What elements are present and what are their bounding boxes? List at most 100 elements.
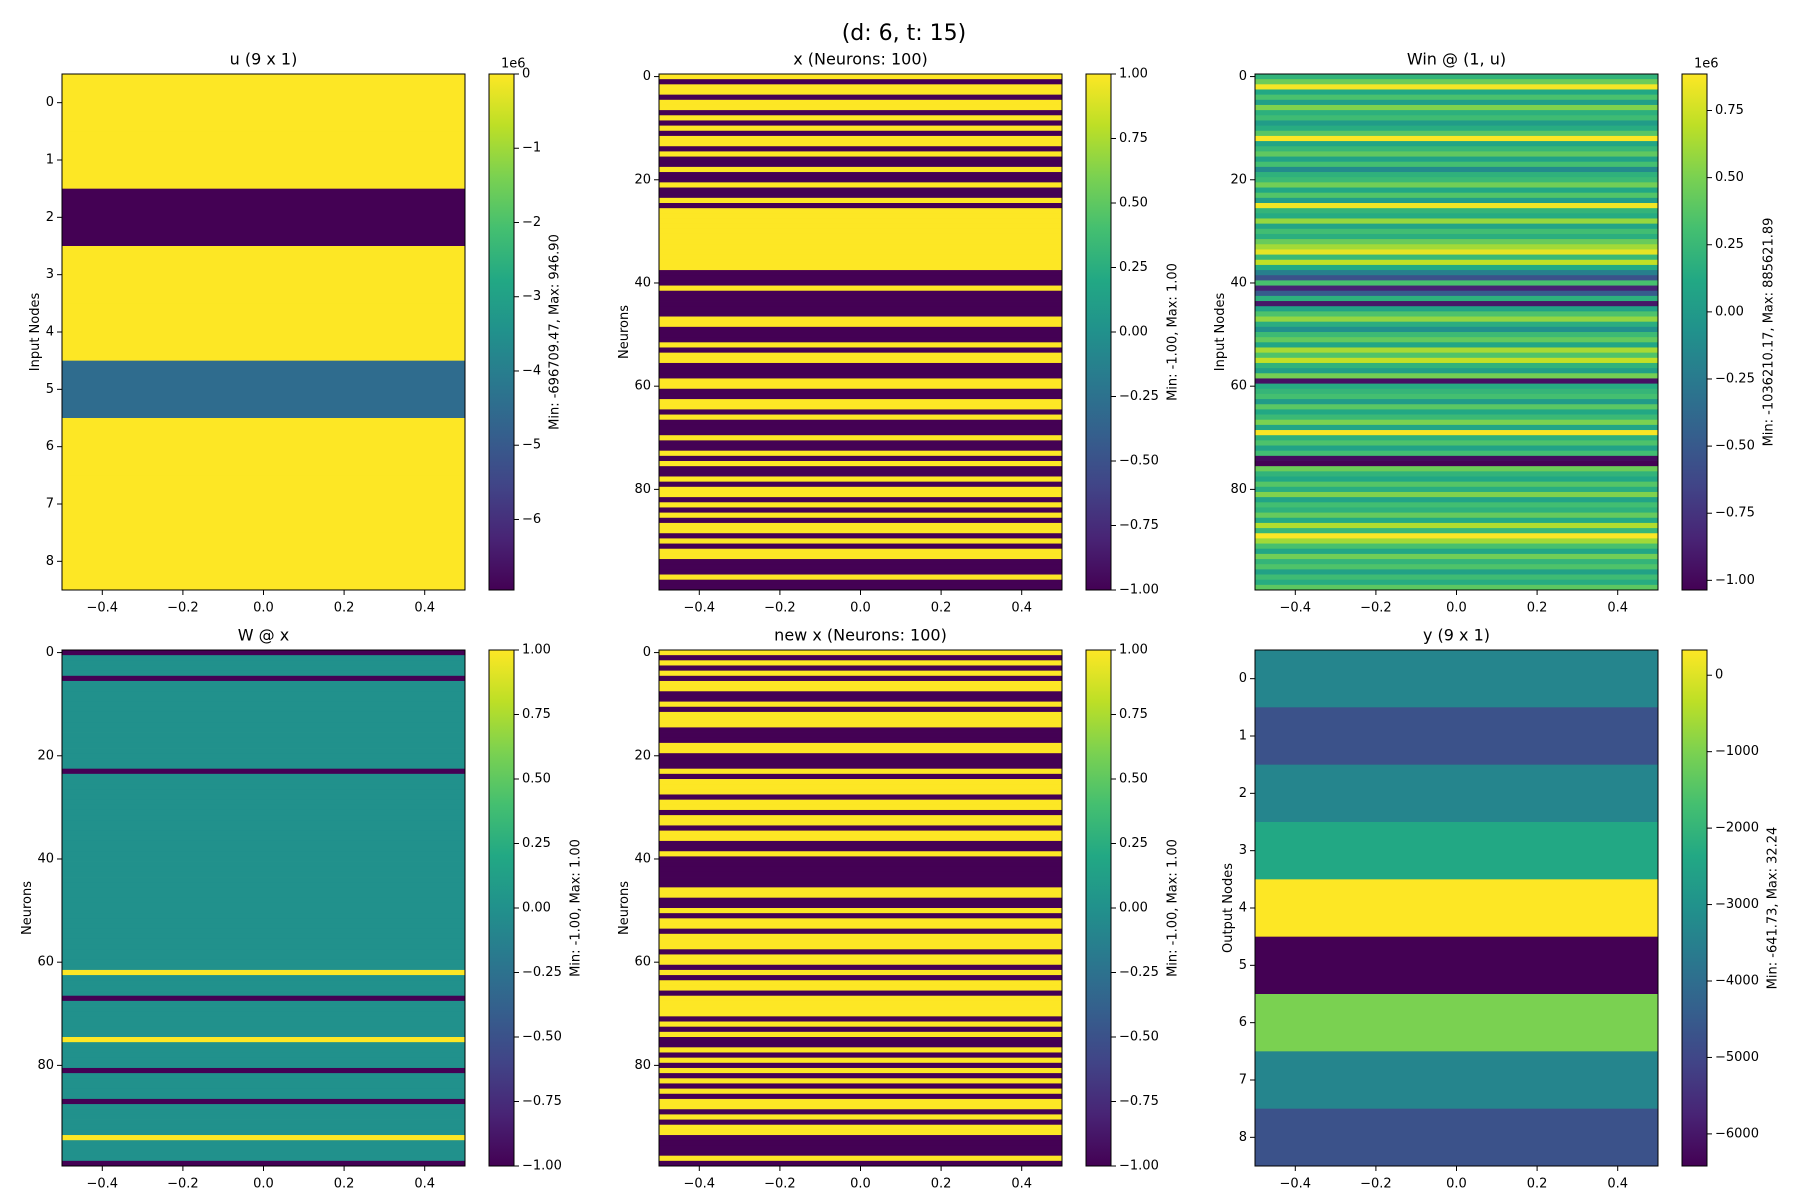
y-tick-label: 20 xyxy=(1230,172,1247,187)
heatmap-cell xyxy=(62,799,465,806)
heatmap-cell xyxy=(62,742,465,749)
heatmap-cell xyxy=(659,538,1062,544)
colorbar-tick-label: −0.25 xyxy=(1119,965,1159,980)
colorbar-label: Min: -1036210.17, Max: 885621.89 xyxy=(1761,218,1776,447)
heatmap-cell xyxy=(1255,347,1658,354)
heatmap-cell xyxy=(659,151,1062,157)
y-tick-label: 6 xyxy=(46,439,54,454)
heatmap-cell xyxy=(62,1083,465,1089)
heatmap-cell xyxy=(1255,1108,1658,1167)
heatmap-cell xyxy=(659,424,1062,431)
y-tick-label: 4 xyxy=(1239,901,1247,916)
heatmap-cell xyxy=(659,187,1062,194)
heatmap-cell xyxy=(62,938,465,945)
heatmap-cell xyxy=(1255,707,1658,766)
y-tick-label: 3 xyxy=(46,267,54,282)
heatmap-cell xyxy=(62,1026,465,1033)
heatmap-cell xyxy=(1255,822,1658,880)
heatmap-cell xyxy=(62,717,465,723)
colorbar-offset: 1e6 xyxy=(1694,57,1719,72)
heatmap-cell xyxy=(659,949,1062,955)
x-tick-label: −0.2 xyxy=(764,601,796,616)
heatmap-cell xyxy=(1255,135,1658,142)
x-tick-label: −0.2 xyxy=(1360,1177,1392,1192)
heatmap-cell xyxy=(62,804,465,811)
heatmap-cell xyxy=(659,1006,1062,1012)
heatmap-cell xyxy=(659,1119,1062,1126)
heatmap-cell xyxy=(62,985,465,991)
heatmap-cell xyxy=(659,130,1062,137)
heatmap-cell xyxy=(62,1135,465,1141)
y-axis-label: Input Nodes xyxy=(28,293,43,372)
heatmap-cell xyxy=(659,701,1062,708)
heatmap-cell xyxy=(62,1006,465,1012)
heatmap-cell xyxy=(62,748,465,754)
y-tick-label: 60 xyxy=(1230,379,1247,394)
heatmap-cell xyxy=(62,727,465,733)
heatmap-cell xyxy=(659,156,1062,163)
heatmap-cell xyxy=(659,1083,1062,1089)
y-tick-label: 2 xyxy=(1239,786,1247,801)
heatmap-cell xyxy=(659,794,1062,801)
heatmap-cell xyxy=(659,378,1062,384)
colorbar-tick-label: −0.75 xyxy=(522,1094,562,1109)
heatmap-cell xyxy=(1255,74,1658,80)
heatmap-cell xyxy=(659,455,1062,462)
heatmap-cell xyxy=(1255,368,1658,374)
heatmap-cell xyxy=(659,228,1062,235)
heatmap-cell xyxy=(62,866,465,873)
x-tick-label: −0.2 xyxy=(1360,601,1392,616)
heatmap-cell xyxy=(1255,187,1658,194)
heatmap-cell xyxy=(659,445,1062,452)
heatmap-cell xyxy=(62,1098,465,1105)
y-tick-label: 80 xyxy=(37,1058,54,1073)
heatmap-cell xyxy=(659,466,1062,472)
heatmap-cell xyxy=(1255,161,1658,168)
colorbar-tick-label: −2000 xyxy=(1715,821,1759,836)
heatmap-cell xyxy=(659,280,1062,286)
heatmap-cell xyxy=(62,303,465,362)
heatmap-cell xyxy=(1255,120,1658,126)
x-tick-label: 0.2 xyxy=(931,601,952,616)
heatmap-cell xyxy=(1255,512,1658,519)
heatmap-cell xyxy=(62,871,465,878)
heatmap-cell xyxy=(659,1140,1062,1146)
colorbar-tick-label: 0.25 xyxy=(1119,836,1148,851)
heatmap-cell xyxy=(62,1109,465,1115)
colorbar-tick-label: −0.50 xyxy=(1119,454,1159,469)
heatmap-cell xyxy=(1255,414,1658,421)
heatmap-cell xyxy=(659,1047,1062,1053)
heatmap-cell xyxy=(659,675,1062,682)
heatmap-cell xyxy=(659,548,1062,555)
heatmap-cell xyxy=(659,218,1062,225)
heatmap-cell xyxy=(659,908,1062,914)
colorbar-tick-label: −2 xyxy=(522,215,541,230)
y-tick-label: 20 xyxy=(37,748,54,763)
heatmap-cell xyxy=(62,532,465,591)
heatmap-cell xyxy=(62,1031,465,1038)
heatmap-cell xyxy=(62,706,465,713)
heatmap-cell xyxy=(659,337,1062,343)
heatmap-cell xyxy=(1255,419,1658,426)
heatmap-cell xyxy=(1255,994,1658,1052)
heatmap-cell xyxy=(1255,197,1658,204)
heatmap-cell xyxy=(659,559,1062,565)
heatmap-cell xyxy=(62,995,465,1002)
heatmap-cell xyxy=(1255,249,1658,255)
heatmap-cell xyxy=(659,1129,1062,1136)
heatmap-cell xyxy=(659,763,1062,770)
colorbar xyxy=(488,73,515,591)
heatmap-cell xyxy=(1255,316,1658,323)
colorbar-tick-label: −4000 xyxy=(1715,974,1759,989)
heatmap-cell xyxy=(62,923,465,930)
y-tick-label: 8 xyxy=(46,554,54,569)
colorbar-tick-label: 0 xyxy=(1715,668,1723,683)
heatmap-cell xyxy=(659,110,1062,116)
heatmap-cell xyxy=(659,362,1062,369)
heatmap-cell xyxy=(1255,275,1658,281)
heatmap-cell xyxy=(659,528,1062,534)
heatmap-cell xyxy=(659,959,1062,966)
heatmap-cell xyxy=(62,1052,465,1059)
heatmap-cell xyxy=(1255,502,1658,508)
heatmap-cell xyxy=(659,507,1062,513)
